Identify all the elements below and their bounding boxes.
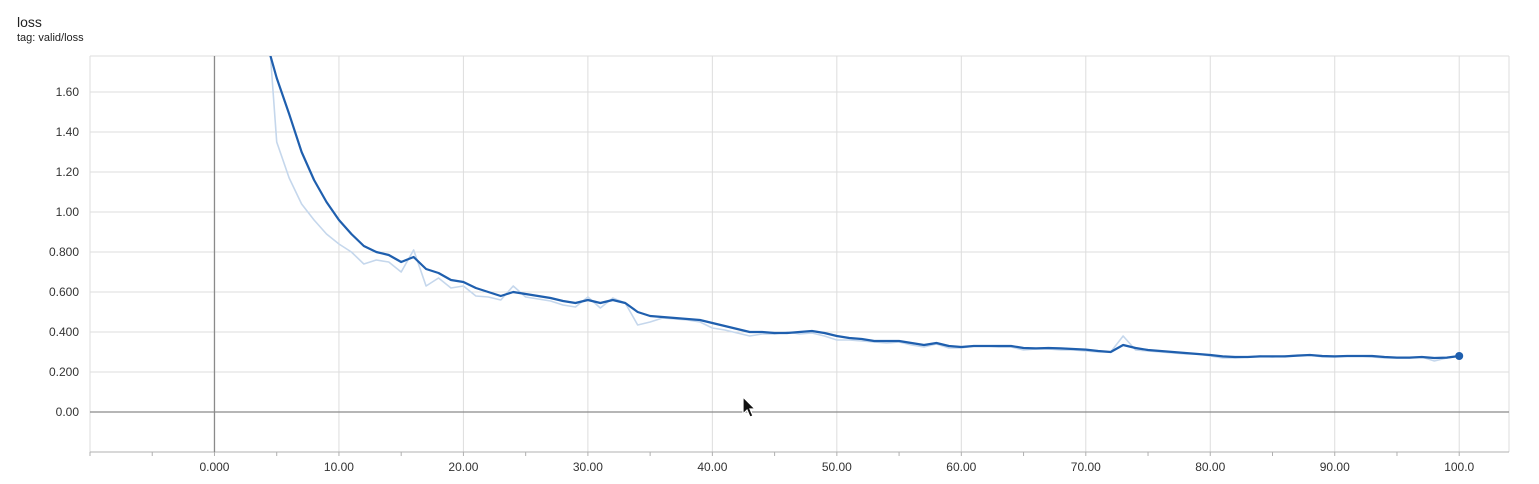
x-tick-label: 30.00	[573, 460, 603, 474]
x-tick-label: 0.000	[199, 460, 229, 474]
smoothed-series-line[interactable]	[269, 56, 1461, 360]
x-tick-label: 90.00	[1320, 460, 1350, 474]
y-tick-labels: 0.00 0.200 0.400 0.600 0.800 1.00 1.20 1.40 1.60	[49, 85, 79, 419]
x-tick-label: 100.0	[1444, 460, 1474, 474]
x-tick-labels: 0.000 10.00 20.00 30.00 40.00 50.00 60.00 70.00…	[89, 452, 1475, 474]
last-point-marker[interactable]	[1455, 352, 1464, 360]
x-tick-label: 80.00	[1195, 460, 1225, 474]
series-lines[interactable]	[269, 56, 1461, 362]
y-tick-label: 0.00	[56, 405, 80, 419]
y-tick-label: 0.600	[49, 285, 79, 299]
y-tick-label: 0.400	[49, 325, 79, 339]
y-tick-label: 1.00	[56, 205, 80, 219]
y-tick-label: 0.800	[49, 245, 79, 259]
chart-card-tag: tag: valid/loss	[17, 32, 84, 44]
y-tick-label: 1.20	[56, 165, 80, 179]
chart-card-title: loss	[17, 14, 42, 30]
last-point-markers[interactable]	[1455, 352, 1464, 360]
x-tick-label: 20.00	[448, 460, 478, 474]
x-tick-label: 60.00	[946, 460, 976, 474]
y-tick-label: 0.200	[49, 365, 79, 379]
mouse-cursor-icon	[742, 396, 757, 418]
grid-lines	[89, 55, 1510, 452]
x-tick-label: 70.00	[1071, 460, 1101, 474]
x-tick-label: 40.00	[697, 460, 727, 474]
axes	[90, 56, 1509, 453]
y-tick-label: 1.60	[56, 85, 80, 99]
x-tick-label: 10.00	[324, 460, 354, 474]
x-tick-label: 50.00	[822, 460, 852, 474]
raw-series-line[interactable]	[269, 56, 1461, 362]
y-tick-label: 1.40	[56, 125, 80, 139]
